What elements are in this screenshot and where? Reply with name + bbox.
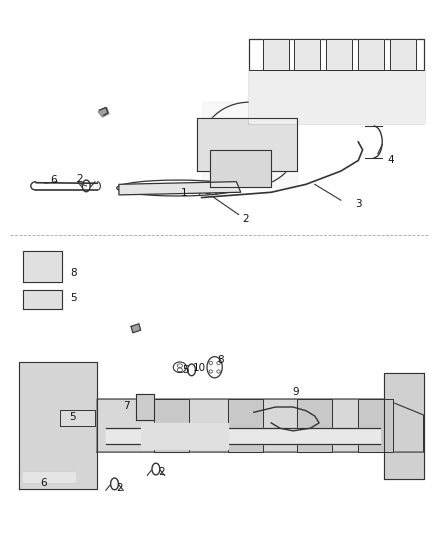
Text: 5: 5	[182, 365, 189, 375]
Text: 5: 5	[69, 412, 75, 422]
Polygon shape	[23, 472, 75, 482]
Text: 2: 2	[158, 467, 165, 477]
Polygon shape	[250, 70, 424, 123]
Polygon shape	[262, 38, 289, 70]
Polygon shape	[197, 118, 297, 171]
Polygon shape	[358, 399, 393, 452]
Polygon shape	[98, 108, 109, 117]
Text: 5: 5	[70, 293, 77, 303]
Polygon shape	[97, 399, 424, 452]
Text: 6: 6	[40, 478, 47, 488]
Polygon shape	[250, 38, 424, 123]
Polygon shape	[23, 290, 62, 309]
Polygon shape	[136, 394, 154, 420]
Text: 2: 2	[76, 174, 83, 184]
Text: 2: 2	[117, 483, 124, 493]
Polygon shape	[228, 399, 262, 452]
Text: 8: 8	[218, 356, 224, 365]
Text: 10: 10	[193, 364, 206, 373]
Polygon shape	[358, 38, 384, 70]
Polygon shape	[385, 373, 424, 479]
Text: 3: 3	[355, 199, 362, 209]
Text: 9: 9	[292, 387, 299, 397]
Polygon shape	[141, 423, 228, 449]
Polygon shape	[131, 324, 141, 333]
Polygon shape	[326, 38, 352, 70]
Polygon shape	[106, 428, 380, 444]
Text: 8: 8	[70, 268, 77, 278]
Polygon shape	[294, 38, 321, 70]
Text: 6: 6	[50, 175, 57, 185]
Text: 1: 1	[181, 188, 187, 198]
Polygon shape	[23, 251, 62, 282]
Polygon shape	[210, 150, 271, 187]
Polygon shape	[154, 399, 188, 452]
Polygon shape	[390, 38, 416, 70]
Polygon shape	[60, 410, 95, 425]
Text: 2: 2	[242, 214, 248, 224]
Polygon shape	[119, 182, 241, 195]
Polygon shape	[19, 362, 97, 489]
Polygon shape	[297, 399, 332, 452]
Text: 4: 4	[388, 156, 394, 165]
Text: 7: 7	[123, 401, 130, 411]
